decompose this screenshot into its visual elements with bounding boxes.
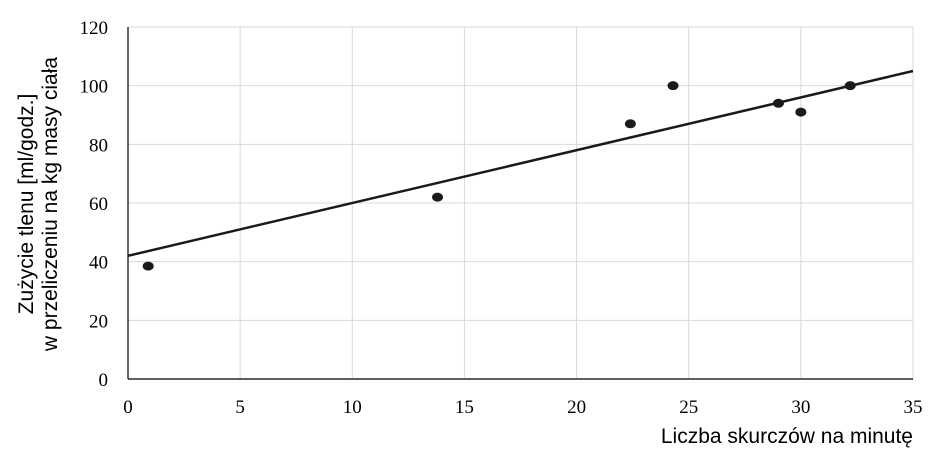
x-tick-labels: 0 5 10 15 20 25 30 35 <box>123 397 922 418</box>
y-axis-title-line-1: Zużycie tlenu [ml/godz.] <box>15 94 38 315</box>
x-tick-label-30: 30 <box>791 397 810 418</box>
axes <box>127 27 913 380</box>
grid <box>128 26 914 379</box>
data-point-3 <box>624 119 636 129</box>
data-point-2 <box>432 192 444 202</box>
trendline <box>127 69 914 258</box>
y-tick-label-60: 60 <box>89 194 108 215</box>
x-tick-label-25: 25 <box>679 397 698 418</box>
y-tick-label-80: 80 <box>89 135 108 156</box>
y-tick-label-100: 100 <box>80 77 109 98</box>
data-point-6 <box>795 107 807 117</box>
x-axis-title: Liczba skurczów na minutę <box>661 425 913 448</box>
x-tick-label-35: 35 <box>904 397 923 418</box>
data-point-4 <box>667 81 679 91</box>
y-tick-labels: 0 20 40 60 80 100 120 <box>80 18 109 391</box>
y-tick-label-40: 40 <box>89 253 108 274</box>
trendline-group <box>127 69 914 258</box>
data-point-1 <box>142 261 154 271</box>
y-tick-label-0: 0 <box>99 370 109 391</box>
y-tick-label-120: 120 <box>80 18 109 39</box>
x-tick-label-5: 5 <box>235 397 245 418</box>
x-tick-label-20: 20 <box>567 397 586 418</box>
x-tick-label-0: 0 <box>123 397 133 418</box>
data-points <box>142 81 856 271</box>
x-tick-label-10: 10 <box>343 397 362 418</box>
y-tick-label-20: 20 <box>89 311 108 332</box>
y-axis-title-line-2: w przeliczeniu na kg masy ciała <box>39 57 62 352</box>
data-point-5 <box>772 98 784 108</box>
x-tick-label-15: 15 <box>455 397 474 418</box>
y-axis-title: Zużycie tlenu [ml/godz.] w przeliczeniu … <box>15 57 62 352</box>
data-point-7 <box>844 81 856 91</box>
